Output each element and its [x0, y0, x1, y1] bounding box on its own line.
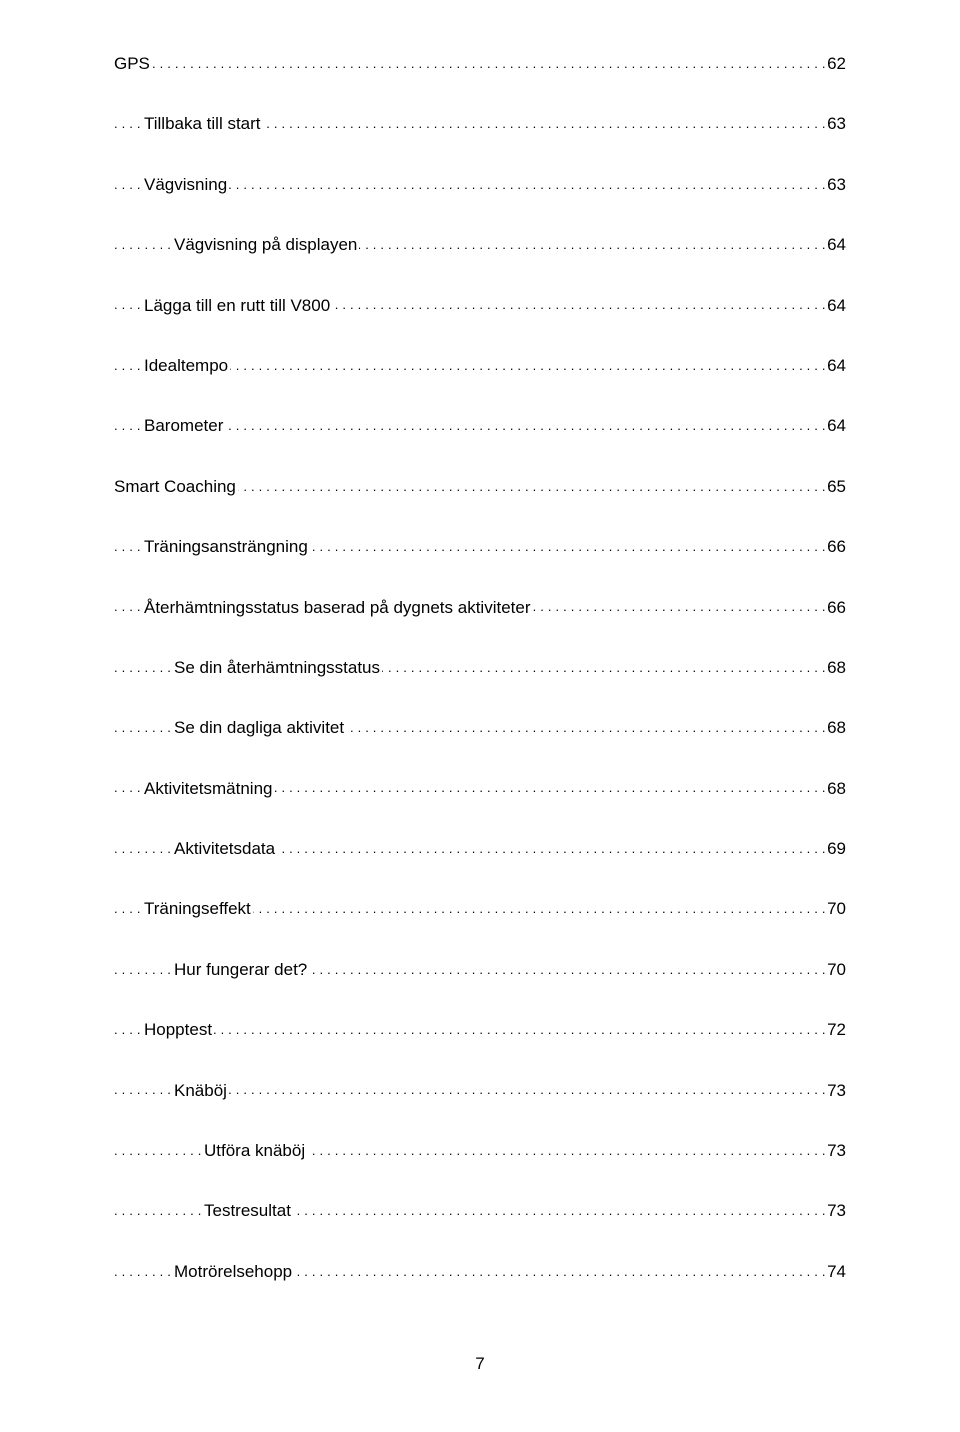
toc-entry-page: 64 — [825, 356, 846, 376]
table-of-contents: ........................................… — [114, 54, 846, 1282]
toc-entry-page: 64 — [825, 416, 846, 436]
toc-entry-label: Knäböj — [174, 1081, 229, 1100]
page-container: ........................................… — [0, 0, 960, 1432]
toc-entry-page: 73 — [825, 1081, 846, 1101]
toc-entry: ........................................… — [114, 477, 846, 497]
toc-entry-page: 68 — [825, 779, 846, 799]
toc-entry-page: 64 — [825, 296, 846, 316]
page-number: 7 — [0, 1354, 960, 1374]
toc-dots: ........................................… — [114, 1022, 846, 1038]
toc-entry-label: Se din dagliga aktivitet — [174, 718, 346, 737]
toc-entry: ........................................… — [114, 235, 846, 255]
toc-entry: ........................................… — [114, 839, 846, 859]
toc-entry: ........................................… — [114, 537, 846, 557]
toc-entry-page: 62 — [825, 54, 846, 74]
toc-entry-page: 73 — [825, 1141, 846, 1161]
toc-entry-label: Utföra knäböj — [204, 1141, 307, 1160]
toc-entry: ........................................… — [114, 1141, 846, 1161]
toc-entry: ........................................… — [114, 718, 846, 738]
toc-entry-label: Motrörelsehopp — [174, 1262, 294, 1281]
toc-entry-label: Vägvisning på displayen — [174, 235, 359, 254]
toc-entry-label: Vägvisning — [144, 175, 229, 194]
toc-entry-page: 70 — [825, 899, 846, 919]
toc-entry-page: 63 — [825, 114, 846, 134]
toc-entry: ........................................… — [114, 960, 846, 980]
toc-entry-label: Återhämtningsstatus baserad på dygnets a… — [144, 598, 533, 617]
toc-entry-page: 72 — [825, 1020, 846, 1040]
toc-entry-label: Barometer — [144, 416, 225, 435]
toc-entry: ........................................… — [114, 899, 846, 919]
toc-entry: ........................................… — [114, 356, 846, 376]
toc-entry-label: GPS — [114, 54, 152, 73]
toc-dots: ........................................… — [114, 56, 846, 72]
toc-entry-label: Hopptest — [144, 1020, 214, 1039]
toc-entry: ........................................… — [114, 114, 846, 134]
toc-entry-page: 68 — [825, 658, 846, 678]
toc-entry: ........................................… — [114, 658, 846, 678]
toc-entry-page: 73 — [825, 1201, 846, 1221]
toc-entry-page: 65 — [825, 477, 846, 497]
toc-entry-label: Tillbaka till start — [144, 114, 263, 133]
toc-entry-page: 69 — [825, 839, 846, 859]
toc-entry: ........................................… — [114, 175, 846, 195]
toc-entry-label: Hur fungerar det? — [174, 960, 309, 979]
toc-entry-page: 63 — [825, 175, 846, 195]
toc-entry-page: 68 — [825, 718, 846, 738]
toc-entry-page: 74 — [825, 1262, 846, 1282]
toc-entry-label: Lägga till en rutt till V800 — [144, 296, 332, 315]
toc-entry-label: Träningsansträngning — [144, 537, 310, 556]
toc-entry-label: Aktivitetsdata — [174, 839, 277, 858]
toc-entry: ........................................… — [114, 1020, 846, 1040]
toc-entry-page: 64 — [825, 235, 846, 255]
toc-entry-label: Smart Coaching — [114, 477, 238, 496]
toc-entry-page: 66 — [825, 537, 846, 557]
toc-entry: ........................................… — [114, 296, 846, 316]
toc-entry: ........................................… — [114, 1262, 846, 1282]
toc-entry-label: Testresultat — [204, 1201, 293, 1220]
toc-entry-page: 70 — [825, 960, 846, 980]
toc-entry: ........................................… — [114, 1081, 846, 1101]
toc-entry: ........................................… — [114, 598, 846, 618]
toc-entry-label: Se din återhämtningsstatus — [174, 658, 382, 677]
toc-entry: ........................................… — [114, 54, 846, 74]
toc-entry: ........................................… — [114, 416, 846, 436]
toc-entry-label: Aktivitetsmätning — [144, 779, 275, 798]
toc-entry-label: Idealtempo — [144, 356, 230, 375]
toc-entry: ........................................… — [114, 779, 846, 799]
toc-entry-page: 66 — [825, 598, 846, 618]
toc-entry-label: Träningseffekt — [144, 899, 253, 918]
toc-entry: ........................................… — [114, 1201, 846, 1221]
